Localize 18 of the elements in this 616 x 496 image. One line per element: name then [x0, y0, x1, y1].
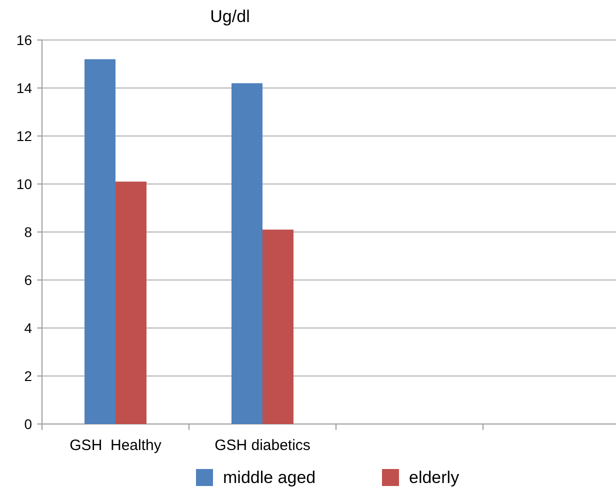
- bar: [262, 230, 294, 424]
- chart-title: Ug/dl: [210, 7, 250, 26]
- legend-label: elderly: [409, 468, 460, 487]
- bar: [232, 83, 262, 424]
- bar: [84, 59, 116, 424]
- y-tick-label: 0: [24, 416, 32, 432]
- y-tick-label: 4: [24, 320, 32, 336]
- bar: [116, 182, 146, 424]
- y-tick-label: 14: [16, 80, 32, 96]
- y-tick-label: 16: [16, 32, 32, 48]
- y-tick-label: 6: [24, 272, 32, 288]
- y-tick-label: 8: [24, 224, 32, 240]
- x-tick-label: GSH diabetics: [214, 437, 310, 454]
- y-tick-label: 2: [24, 368, 32, 384]
- y-tick-label: 10: [16, 176, 32, 192]
- y-tick-label: 12: [16, 128, 32, 144]
- x-tick-label: GSH Healthy: [70, 437, 162, 454]
- legend-label: middle aged: [223, 468, 316, 487]
